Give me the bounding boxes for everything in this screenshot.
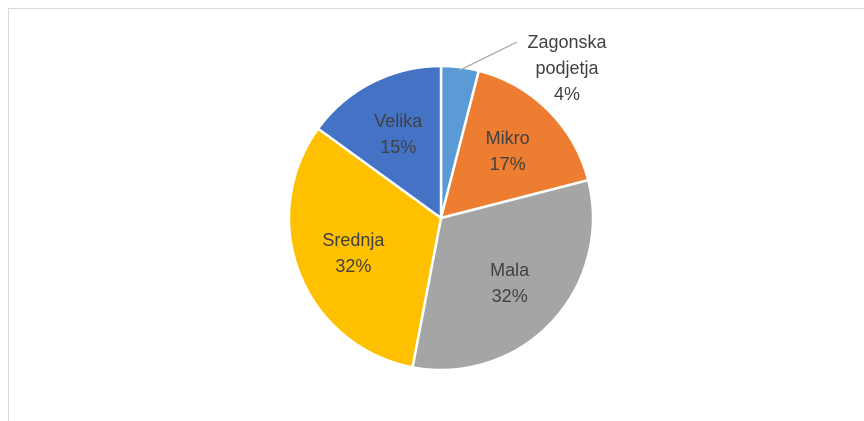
data-label: Zagonska podjetja 4% bbox=[512, 29, 622, 107]
pie-slice bbox=[287, 126, 443, 369]
category-label: Velika bbox=[374, 111, 423, 132]
pie-slice bbox=[411, 178, 595, 372]
category-label: Mala bbox=[490, 259, 530, 280]
pie-slice bbox=[439, 69, 590, 220]
category-label: Srednja bbox=[322, 229, 385, 250]
leader-line bbox=[459, 41, 518, 71]
value-label: 4% bbox=[553, 84, 580, 104]
data-label: Mikro 17% bbox=[453, 125, 563, 177]
value-label: 17% bbox=[489, 154, 526, 175]
pie-slice bbox=[316, 64, 443, 221]
data-label: Srednja 32% bbox=[298, 227, 408, 279]
data-label: Mala 32% bbox=[455, 257, 565, 309]
chart-border bbox=[8, 8, 864, 421]
value-label: 15% bbox=[380, 137, 417, 158]
category-label: Mikro bbox=[485, 128, 530, 149]
value-label: 32% bbox=[491, 285, 528, 306]
data-label: Velika 15% bbox=[343, 108, 453, 160]
category-label: Zagonska podjetja bbox=[527, 32, 607, 78]
value-label: 32% bbox=[335, 255, 372, 276]
